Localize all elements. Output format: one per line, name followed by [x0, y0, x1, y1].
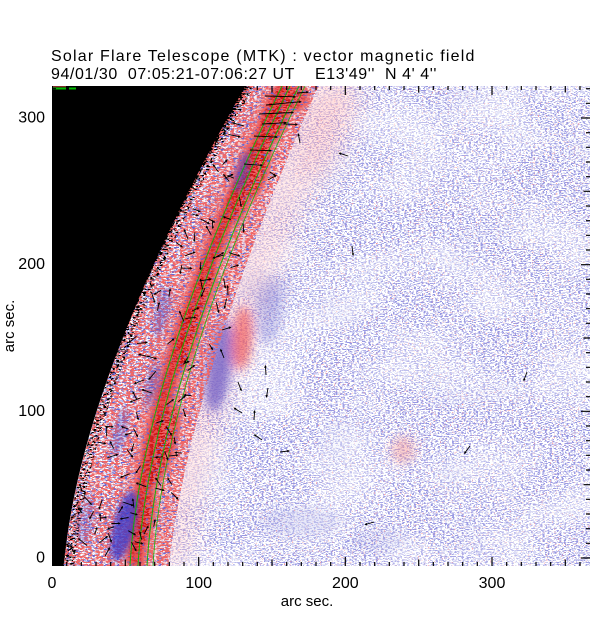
svg-text:0: 0: [48, 575, 57, 592]
svg-text:Solar Flare Telescope (MTK) :: Solar Flare Telescope (MTK) : vector mag…: [51, 48, 476, 65]
svg-text:200: 200: [18, 256, 45, 273]
svg-text:200: 200: [332, 575, 359, 592]
svg-text:100: 100: [185, 575, 212, 592]
svg-text:94/01/30 07:05:21-07:06:27 UT: 94/01/30 07:05:21-07:06:27 UT: [51, 66, 295, 83]
svg-text:N 4' 4'': N 4' 4'': [385, 66, 437, 83]
svg-text:E13'49'': E13'49'': [315, 66, 375, 83]
svg-text:arc sec.: arc sec.: [1, 300, 18, 353]
svg-text:arc sec.: arc sec.: [281, 593, 334, 610]
svg-text:100: 100: [18, 403, 45, 420]
svg-text:300: 300: [18, 110, 45, 127]
svg-text:0: 0: [36, 550, 45, 567]
svg-text:300: 300: [479, 575, 506, 592]
